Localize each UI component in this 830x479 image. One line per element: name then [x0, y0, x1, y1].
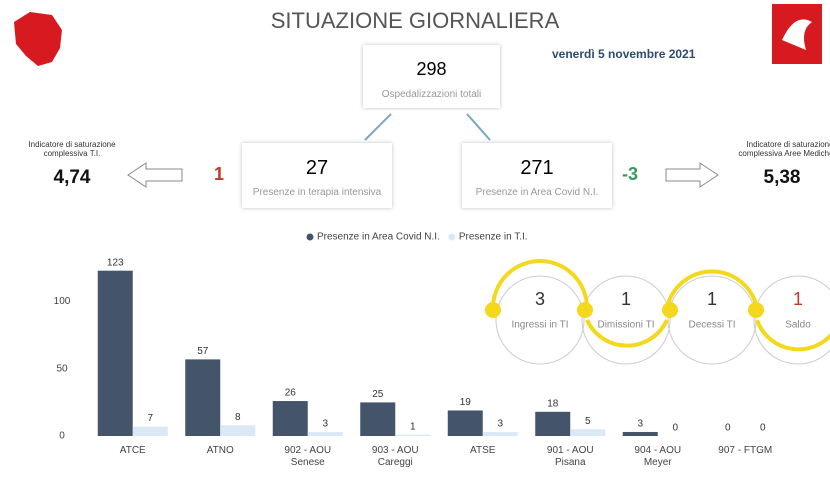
- flow-arc: [665, 269, 759, 309]
- flow-arc: [755, 319, 830, 352]
- data-label: 0: [672, 423, 678, 434]
- flow-dot: [748, 302, 764, 318]
- bar: [132, 426, 168, 436]
- kpi-card: 27 Presenze in terapia intensiva: [242, 143, 392, 208]
- flow-dot: [577, 302, 593, 318]
- arrow-right: [665, 162, 719, 188]
- data-label: 3: [637, 419, 643, 430]
- indicator-value: 4,74: [53, 167, 91, 188]
- legend-swatch: [448, 233, 456, 241]
- flow-dot: [662, 302, 678, 318]
- data-label: 0: [725, 423, 731, 434]
- kpi-label: Presenze in Area Covid N.I.: [475, 187, 599, 198]
- data-label: 7: [147, 413, 153, 424]
- x-tick-label: ATSE: [470, 445, 496, 456]
- x-tick-label: ATCE: [119, 445, 146, 456]
- flow-value: 1: [621, 289, 631, 309]
- x-tick-label: ATNO: [206, 445, 234, 456]
- x-tick-label: 901 - AOU Pisana: [546, 445, 594, 468]
- flow-value: 1: [793, 289, 803, 309]
- flow-label: Ingressi in TI: [511, 320, 568, 331]
- flow-diagram: 3 Ingressi in TI 1 Dimissioni TI 1 Decessi TI…: [485, 259, 830, 365]
- bar: [220, 425, 256, 436]
- data-label: 18: [547, 398, 559, 409]
- flow-dot: [485, 302, 501, 318]
- x-tick-label: 902 - AOU Senese: [284, 445, 332, 468]
- kpi-card: 271 Presenze in Area Covid N.I.: [462, 143, 612, 208]
- data-label: 3: [322, 419, 328, 430]
- y-tick-label: 50: [56, 363, 68, 374]
- flag-emblem: [782, 19, 812, 50]
- kpi-label: Presenze in terapia intensiva: [252, 187, 382, 198]
- kpi-change: 1: [214, 164, 225, 184]
- flow-arc: [491, 259, 589, 309]
- bar: [482, 431, 518, 436]
- legend-label: Presenze in Area Covid N.I.: [317, 232, 440, 243]
- flow-arc: [585, 319, 669, 348]
- data-label: 0: [760, 423, 766, 434]
- bar: [360, 402, 396, 436]
- flow-circle: [581, 275, 671, 365]
- legend-label: Presenze in T.I.: [459, 232, 528, 243]
- flow-label: Decessi TI: [688, 320, 735, 331]
- bar: [622, 431, 658, 436]
- indicator-label: Indicatore di saturazione complessiva T.…: [28, 140, 116, 158]
- kpi-value: 298: [416, 59, 447, 79]
- data-label: 1: [410, 421, 416, 432]
- title: SITUAZIONE GIORNALIERA: [270, 8, 560, 33]
- bar: [185, 359, 221, 436]
- bar: [395, 434, 431, 436]
- data-label: 3: [497, 419, 503, 430]
- kpi-value: 271: [520, 157, 554, 179]
- kpi-label: Ospedalizzazioni totali: [381, 89, 482, 100]
- data-label: 5: [585, 416, 591, 427]
- bar: [97, 270, 133, 436]
- bar: [570, 429, 606, 436]
- bar: [272, 401, 308, 436]
- kpi-change: -3: [622, 164, 639, 184]
- bar: [535, 411, 571, 436]
- kpi-value: 27: [305, 157, 329, 179]
- data-label: 19: [460, 397, 472, 408]
- x-tick-label: 903 - AOU Careggi: [371, 445, 419, 468]
- arrow-left: [127, 162, 183, 188]
- data-label: 57: [197, 346, 209, 357]
- x-tick-label: 904 - AOU Meyer: [634, 445, 682, 468]
- bar: [307, 431, 343, 436]
- y-tick-label: 0: [59, 431, 65, 442]
- bar: [447, 410, 483, 436]
- data-label: 8: [235, 412, 241, 423]
- region-map: [14, 12, 62, 66]
- data-label: 26: [285, 388, 297, 399]
- x-tick-label: 907 - FTGM: [718, 445, 773, 456]
- y-tick-label: 100: [54, 296, 71, 307]
- flow-circle: [495, 275, 585, 365]
- kpi-card: 298 Ospedalizzazioni totali: [363, 45, 500, 108]
- connector: [364, 113, 392, 141]
- flow-circle: [753, 275, 830, 365]
- flow-label: Saldo: [785, 320, 811, 331]
- flow-label: Dimissioni TI: [597, 320, 654, 331]
- flow-value: 1: [707, 289, 717, 309]
- date: venerdì 5 novembre 2021: [552, 47, 696, 61]
- flow-circle: [667, 275, 757, 365]
- legend-swatch: [306, 233, 314, 241]
- indicator-label: Indicatore di saturazione complessiva Ar…: [738, 140, 830, 158]
- data-label: 25: [372, 389, 384, 400]
- flow-value: 3: [535, 289, 545, 309]
- data-label: 123: [107, 257, 124, 268]
- indicator-value: 5,38: [763, 167, 801, 188]
- connector: [466, 113, 491, 141]
